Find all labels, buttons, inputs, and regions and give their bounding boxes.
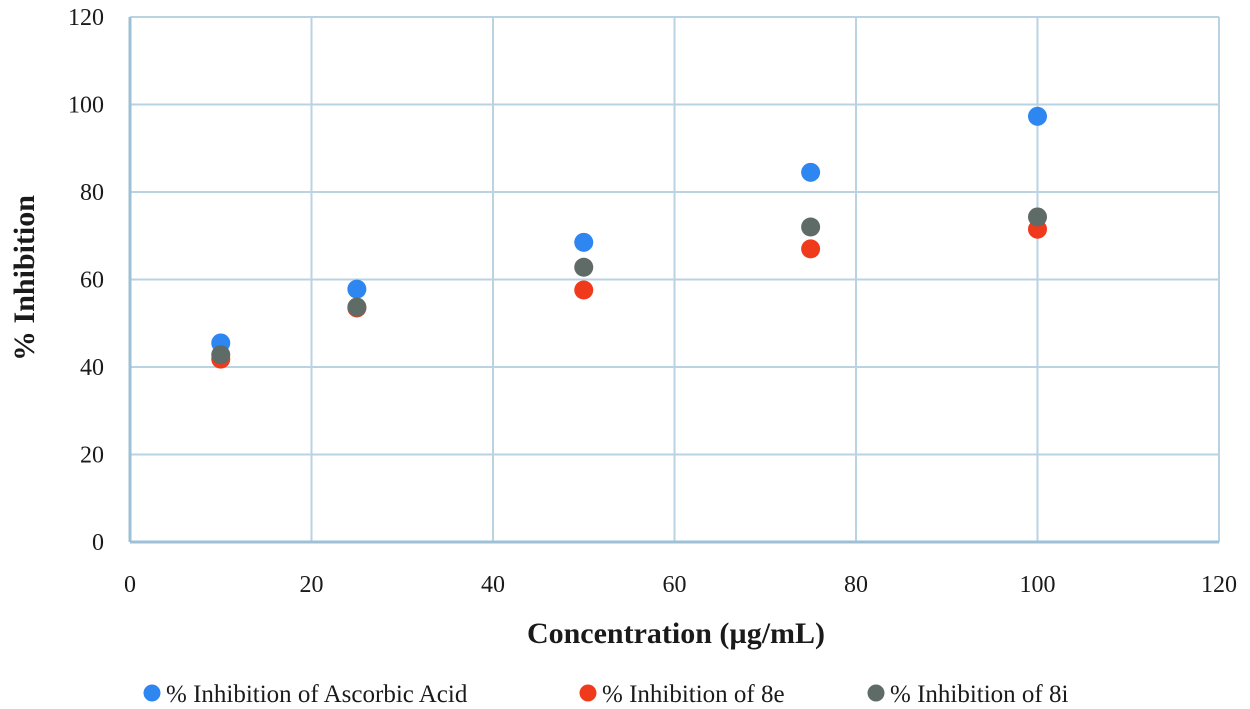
data-point (574, 280, 594, 300)
x-tick-label: 20 (300, 572, 324, 598)
x-axis-title: Concentration (µg/mL) (527, 617, 825, 650)
y-tick-label: 20 (80, 443, 104, 469)
data-points (211, 106, 1047, 369)
legend-entry: % Inhibition of 8i (867, 681, 1069, 708)
data-point (1028, 106, 1047, 126)
data-point (801, 162, 821, 182)
y-tick-label: 60 (80, 268, 104, 294)
data-point (347, 279, 367, 299)
series-1 (211, 106, 1047, 353)
x-tick-label: 0 (124, 572, 136, 598)
y-axis-title: % Inhibition (8, 195, 41, 361)
y-tick-label: 40 (80, 355, 104, 381)
x-tick-label: 80 (844, 572, 868, 598)
grid (130, 16, 1220, 542)
y-tick-label: 80 (80, 180, 104, 206)
data-point (801, 217, 821, 237)
legend-label: % Inhibition of 8e (602, 681, 785, 708)
x-tick-label: 60 (663, 572, 687, 598)
data-point (1028, 207, 1047, 227)
y-tick-label: 0 (92, 530, 104, 556)
x-tick-label: 120 (1201, 572, 1237, 598)
legend-marker (579, 684, 597, 702)
legend-entry: % Inhibition of Ascorbic Acid (143, 681, 468, 708)
x-tick-label: 100 (1020, 572, 1056, 598)
legend-label: % Inhibition of 8i (890, 681, 1069, 708)
series-3 (211, 207, 1047, 365)
legend-entry: % Inhibition of 8e (579, 681, 785, 708)
data-point (347, 297, 367, 317)
y-tick-label: 100 (68, 93, 104, 119)
x-tick-label: 40 (481, 572, 505, 598)
legend-label: % Inhibition of Ascorbic Acid (166, 681, 468, 708)
data-point (574, 257, 594, 277)
tick-labels: 0 20 40 60 80 100 120 0 20 40 60 80 100 120 (68, 5, 1237, 598)
y-tick-label: 120 (68, 5, 104, 31)
data-point (211, 345, 231, 365)
legend-marker (867, 684, 885, 702)
series-2 (211, 219, 1047, 369)
data-point (574, 232, 594, 252)
legend-marker (143, 684, 161, 702)
legend: % Inhibition of Ascorbic Acid % Inhibitio… (143, 681, 1069, 708)
data-point (801, 239, 821, 259)
axes (128, 17, 1219, 544)
